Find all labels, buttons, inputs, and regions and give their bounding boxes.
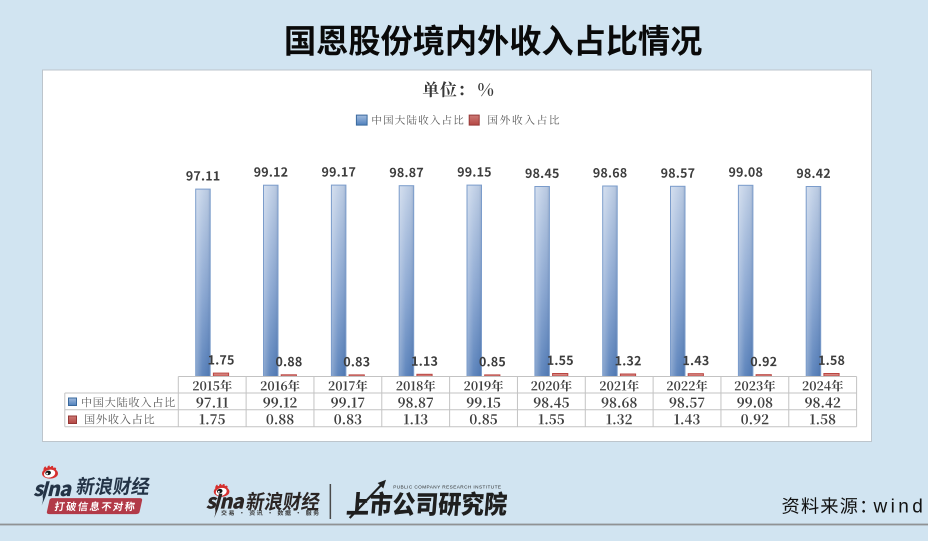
svg-text:PUBLIC COMPANY RESEARCH INSTIT: PUBLIC COMPANY RESEARCH INSTITUTE — [393, 485, 501, 490]
svg-text:wind: wind — [873, 497, 927, 518]
